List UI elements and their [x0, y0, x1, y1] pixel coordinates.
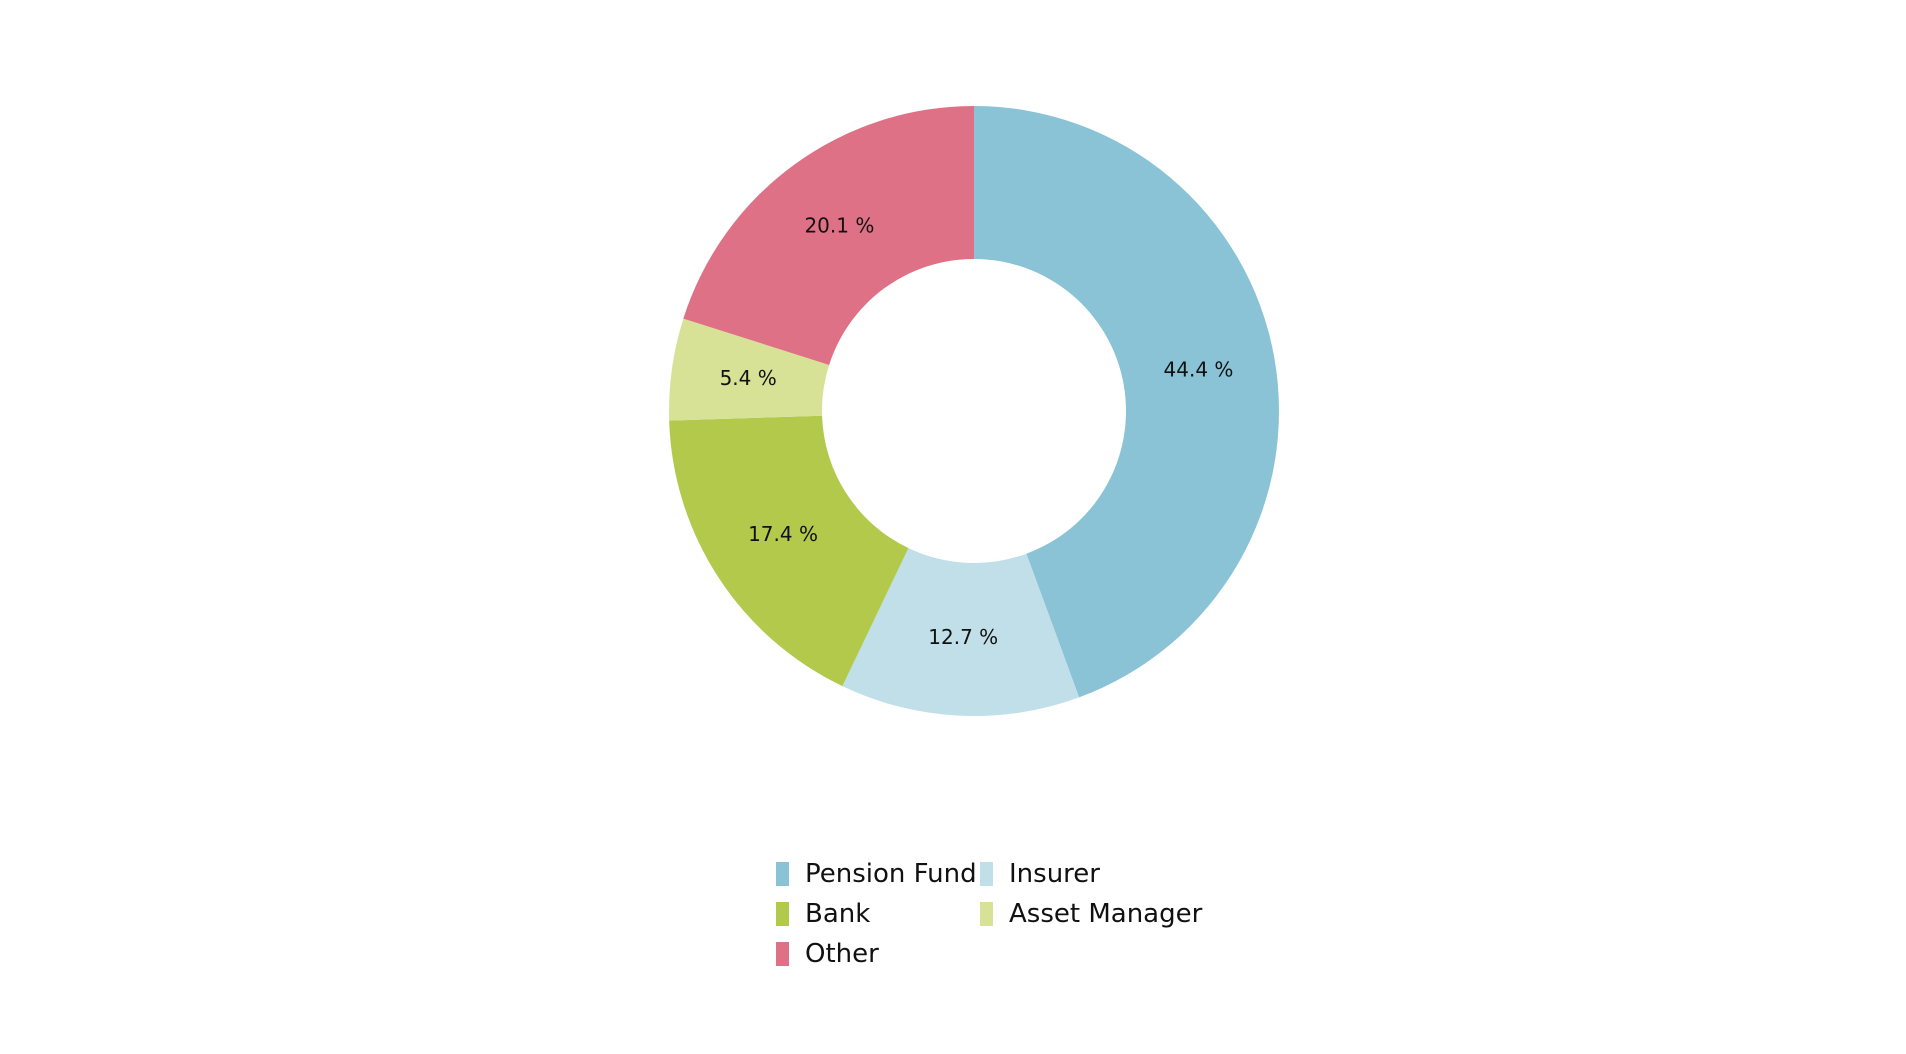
legend-swatch	[776, 862, 789, 886]
legend: Pension Fund Insurer Bank Asset Manager …	[776, 859, 1240, 969]
slice-insurer	[842, 548, 1080, 716]
data-label: 44.4 %	[1164, 358, 1234, 382]
legend-item-insurer: Insurer	[980, 859, 1240, 889]
slice-pension-fund	[974, 106, 1279, 698]
legend-item-bank: Bank	[776, 899, 980, 929]
legend-swatch	[776, 902, 789, 926]
data-label: 12.7 %	[928, 625, 998, 649]
data-label: 20.1 %	[804, 213, 874, 237]
data-label: 17.4 %	[748, 522, 818, 546]
slice-other	[683, 106, 974, 365]
legend-label: Asset Manager	[1009, 899, 1203, 929]
legend-label: Insurer	[1009, 859, 1100, 889]
slice-bank	[669, 415, 909, 687]
legend-label: Pension Fund	[805, 859, 977, 889]
legend-swatch	[776, 942, 789, 966]
slice-asset-manager	[669, 318, 830, 421]
legend-item-asset-manager: Asset Manager	[980, 899, 1240, 929]
legend-item-other: Other	[776, 939, 980, 969]
legend-item-pension-fund: Pension Fund	[776, 859, 980, 889]
legend-swatch	[980, 862, 993, 886]
legend-label: Bank	[805, 899, 871, 929]
legend-swatch	[980, 902, 993, 926]
legend-label: Other	[805, 939, 879, 969]
data-label: 5.4 %	[720, 366, 777, 390]
